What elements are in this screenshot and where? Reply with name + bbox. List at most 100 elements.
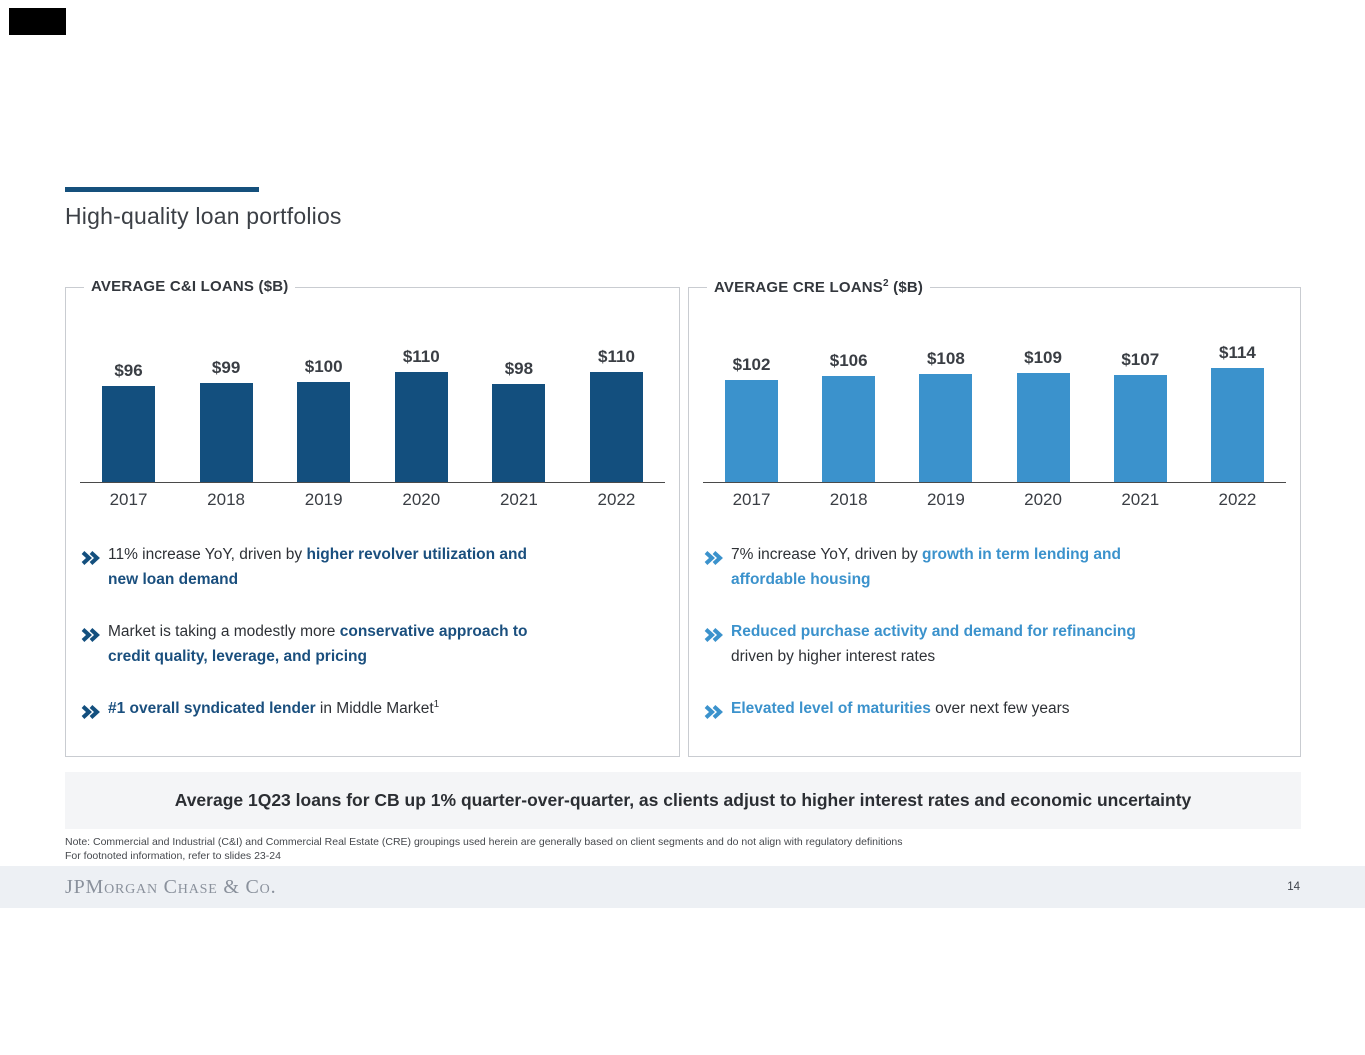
- plain-text: ($B): [888, 279, 924, 296]
- highlight-text: growth in term lending and: [922, 546, 1121, 563]
- bullet-text: Market is taking a modestly more conserv…: [108, 619, 657, 669]
- x-tick-label-2018: 2018: [829, 490, 868, 509]
- bar-2020: [1016, 373, 1070, 482]
- plain-text: 11% increase YoY, driven by: [108, 546, 307, 563]
- cre-loans-bullets: 7% increase YoY, driven by growth in ter…: [689, 542, 1300, 727]
- page-title: High-quality loan portfolios: [65, 203, 342, 229]
- plain-text: Market is taking a modestly more: [108, 623, 340, 640]
- bar-group-2020: $110: [373, 334, 470, 482]
- summary-banner: Average 1Q23 loans for CB up 1% quarter-…: [65, 772, 1301, 829]
- cre-loans-chart: $102 $106 $108 $109 $107 $114 2017 2018 2019 202…: [689, 334, 1300, 510]
- bar-value-label: $106: [829, 351, 868, 370]
- highlight-text: higher revolver utilization and: [306, 546, 527, 563]
- double-chevron-icon: [81, 542, 108, 592]
- cre-loans-year-labels: 2017 2018 2019 2020 2021 2022: [703, 483, 1286, 510]
- bar-value-label: $114: [1218, 343, 1256, 362]
- x-tick-label-2021: 2021: [1121, 490, 1160, 509]
- x-tick-label-2019: 2019: [304, 490, 343, 509]
- bar-group-2018: $106: [800, 334, 897, 482]
- highlight-text: Reduced purchase activity and demand for…: [731, 623, 1136, 640]
- bar-2018: [822, 376, 876, 482]
- bar-value-label: $110: [402, 347, 440, 366]
- highlight-text: credit quality, leverage, and pricing: [108, 648, 367, 665]
- superscript: 1: [433, 698, 440, 710]
- bullet-item: Elevated level of maturities over next f…: [704, 696, 1278, 727]
- highlight-text: Elevated level of maturities: [731, 700, 931, 717]
- cre-loans-bars: $102 $106 $108 $109 $107 $114: [703, 334, 1286, 482]
- page-number: 14: [1287, 881, 1300, 893]
- bullet-text: 7% increase YoY, driven by growth in ter…: [731, 542, 1278, 592]
- bullet-text: 11% increase YoY, driven by higher revol…: [108, 542, 657, 592]
- plain-text: over next few years: [930, 700, 1070, 717]
- x-tick-label-2019: 2019: [926, 490, 965, 509]
- x-tick-label-2017: 2017: [732, 490, 771, 509]
- plain-text: in Middle Market: [315, 700, 434, 717]
- bar-2020: [394, 372, 448, 482]
- bar-group-2018: $99: [178, 334, 275, 482]
- plain-text: AVERAGE CRE LOANS: [714, 279, 883, 296]
- bullet-text: Reduced purchase activity and demand for…: [731, 619, 1278, 669]
- summary-banner-text: Average 1Q23 loans for CB up 1% quarter-…: [174, 790, 1192, 810]
- plain-text: AVERAGE C&I LOANS ($B): [91, 278, 289, 295]
- jpmorgan-chase-logo: JPMorgan Chase & Co.: [65, 875, 277, 898]
- bar-group-2017: $102: [703, 334, 800, 482]
- highlight-text: #1 overall syndicated lender: [108, 700, 316, 717]
- footnote-line-1: Note: Commercial and Industrial (C&I) an…: [65, 836, 903, 848]
- x-tick-label-2017: 2017: [109, 490, 148, 509]
- cre-loans-x-axis: [703, 482, 1286, 483]
- bullet-text: Elevated level of maturities over next f…: [731, 696, 1278, 727]
- bar-group-2021: $107: [1092, 334, 1189, 482]
- bar-value-label: $108: [926, 349, 965, 368]
- x-tick-label-2021: 2021: [499, 490, 538, 509]
- bar-value-label: $109: [1024, 348, 1062, 367]
- x-tick-label-2022: 2022: [597, 490, 636, 509]
- ci-loans-panel-title: AVERAGE C&I LOANS ($B): [84, 278, 296, 295]
- double-chevron-icon: [704, 542, 731, 592]
- bar-value-label: $99: [211, 358, 241, 377]
- bar-2018: [199, 383, 253, 482]
- cre-loans-panel: AVERAGE CRE LOANS2 ($B) $102 $106 $108 $109…: [688, 278, 1301, 757]
- bar-2017: [725, 380, 778, 482]
- bar-group-2022: $114: [1189, 334, 1286, 482]
- bar-2019: [297, 382, 351, 482]
- bullet-item: #1 overall syndicated lender in Middle M…: [81, 696, 657, 727]
- bar-group-2019: $100: [275, 334, 372, 482]
- bullet-text: #1 overall syndicated lender in Middle M…: [108, 696, 657, 727]
- bar-group-2021: $98: [470, 334, 567, 482]
- double-chevron-icon: [81, 619, 108, 669]
- bullet-item: Reduced purchase activity and demand for…: [704, 619, 1278, 669]
- bar-group-2017: $96: [80, 334, 177, 482]
- highlight-text: affordable housing: [731, 571, 871, 588]
- title-accent-line: [65, 187, 259, 192]
- footnote: Note: Commercial and Industrial (C&I) an…: [65, 836, 903, 863]
- footnote-line-2: For footnoted information, refer to slid…: [65, 849, 281, 862]
- ci-loans-bullets: 11% increase YoY, driven by higher revol…: [66, 542, 679, 727]
- highlight-text: conservative approach to: [339, 623, 528, 640]
- bar-2019: [919, 374, 973, 482]
- double-chevron-icon: [704, 619, 731, 669]
- superscript: 2: [882, 278, 889, 289]
- x-tick-label-2020: 2020: [402, 490, 441, 509]
- bar-value-label: $96: [114, 361, 143, 380]
- bar-value-label: $102: [732, 355, 771, 374]
- bar-value-label: $100: [304, 357, 343, 376]
- bar-2021: [1113, 375, 1167, 482]
- ci-loans-bars: $96 $99 $100 $110 $98 $110: [80, 334, 665, 482]
- bar-2022: [589, 372, 643, 482]
- ci-loans-year-labels: 2017 2018 2019 2020 2021 2022: [80, 483, 665, 510]
- bar-group-2022: $110: [568, 334, 665, 482]
- bar-2017: [102, 386, 155, 482]
- bar-group-2019: $108: [897, 334, 994, 482]
- bar-group-2020: $109: [995, 334, 1092, 482]
- plain-text: 7% increase YoY, driven by: [731, 546, 923, 563]
- bar-value-label: $107: [1121, 350, 1160, 369]
- chart-panels: AVERAGE C&I LOANS ($B) $96 $99 $100 $110 $98…: [65, 278, 1301, 757]
- bar-2021: [492, 384, 546, 482]
- bullet-item: Market is taking a modestly more conserv…: [81, 619, 657, 669]
- bar-value-label: $98: [504, 359, 534, 378]
- plain-text: driven by higher interest rates: [731, 648, 936, 665]
- double-chevron-icon: [81, 696, 108, 727]
- double-chevron-icon: [704, 696, 731, 727]
- ci-loans-panel: AVERAGE C&I LOANS ($B) $96 $99 $100 $110 $98…: [65, 278, 680, 757]
